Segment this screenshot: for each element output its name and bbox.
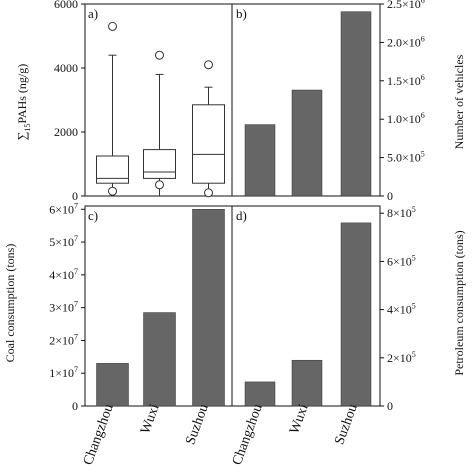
panel-a-tick-label: 4000 — [54, 61, 78, 75]
panel-b-label: b) — [236, 6, 247, 21]
panel-c-ylabel: Coal consumption (tons) — [3, 244, 17, 363]
panel-a-outlier — [155, 50, 164, 60]
panel-b-tick-label: 1.5×106 — [387, 73, 425, 88]
panel-a-ylabel-sigma: ∑ — [15, 132, 29, 141]
panel-a-outlier — [108, 21, 117, 31]
category-label: Suzhou — [183, 402, 211, 447]
panel-b-tick-label: 5.0×105 — [387, 150, 425, 165]
panel-a-tick-label: 0 — [72, 189, 78, 203]
panel-c-tick-label: 1×107 — [49, 365, 78, 380]
panel-a-tick-label: 6000 — [54, 0, 78, 11]
panel-c-bar — [143, 312, 176, 407]
panel-c-tick-label: 5×107 — [49, 234, 78, 249]
panel-a-outlier — [204, 60, 213, 70]
panel-d-bar — [244, 381, 276, 407]
panel-d-ylabel: Petroleum consumption (tons) — [452, 230, 466, 375]
category-label: Changzhou — [81, 402, 117, 467]
panel-a-outlier — [155, 180, 164, 190]
category-label: Wuxi — [287, 402, 312, 436]
panel-d-tick-label: 6×105 — [387, 253, 416, 268]
panel-c-bar — [96, 363, 129, 407]
panel-c-tick-label: 6×107 — [49, 201, 78, 216]
panel-c-bar — [192, 209, 225, 407]
panel-a-ylabel-text: PAHs (ng/g) — [15, 64, 29, 124]
panel-b-tick-label: 2.0×106 — [387, 34, 425, 49]
panel-a-tick-label: 2000 — [54, 125, 78, 139]
panel-d-bar — [340, 222, 372, 407]
panel-d-bar — [291, 359, 323, 407]
panel-c-tick-label: 2×107 — [49, 332, 78, 347]
category-label: Wuxi — [138, 402, 163, 436]
panel-a-box — [143, 149, 176, 179]
panel-a-outlier — [204, 188, 213, 198]
panel-b-ylabel: Number of vehicles — [452, 54, 466, 149]
panel-d-tick-label: 2×105 — [387, 350, 416, 365]
category-label: Changzhou — [230, 402, 266, 467]
panel-b-tick-label: 2.5×106 — [387, 0, 425, 11]
panel-b-bar — [244, 124, 276, 197]
category-label: Suzhou — [332, 402, 360, 447]
panel-c-tick-label: 4×107 — [49, 267, 78, 282]
panel-a-outlier — [108, 186, 117, 196]
panel-b-bar — [291, 89, 323, 197]
panel-a-label: a) — [88, 6, 98, 21]
panel-d-tick-label: 4×105 — [387, 302, 416, 317]
panel-c-tick-label: 3×107 — [49, 300, 78, 315]
panel-b-tick-label: 1.0×106 — [387, 111, 425, 126]
panel-c-tick-label: 0 — [72, 399, 78, 413]
panel-a-ylabel: ∑15PAHs (ng/g) — [15, 64, 32, 140]
panel-a-ylabel-sub: 15 — [23, 124, 32, 132]
panel-b-tick-label: 0 — [387, 189, 393, 203]
panel-d-tick-label: 8×105 — [387, 205, 416, 220]
panel-a-box — [192, 104, 225, 184]
panel-d-label: d) — [236, 208, 247, 223]
panel-c-label: c) — [88, 208, 98, 223]
panel-a-box — [96, 155, 129, 184]
panel-b-bar — [340, 11, 372, 197]
panel-d-tick-label: 0 — [387, 399, 393, 413]
